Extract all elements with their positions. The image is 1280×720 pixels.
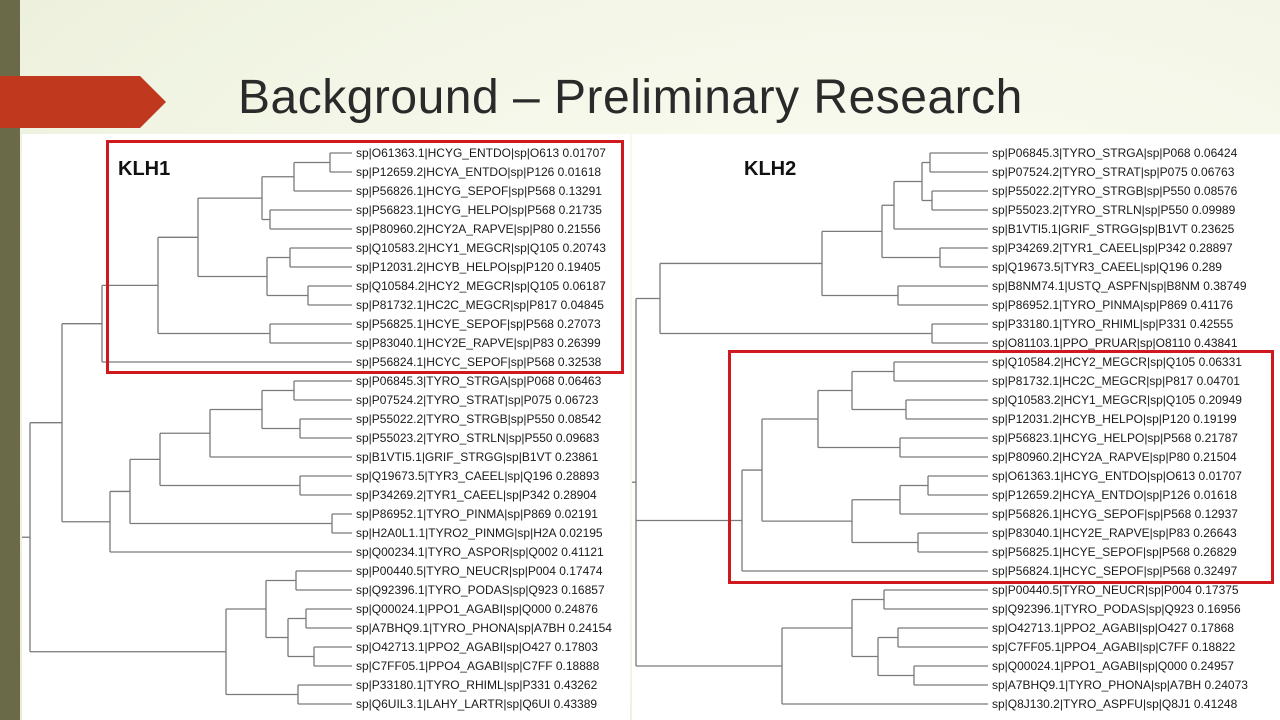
klh1-label: KLH1 (118, 158, 171, 180)
tree-leaf-label: sp|P34269.2|TYR1_CAEEL|sp|P342 0.28897 (992, 241, 1233, 255)
tree-leaf-label: sp|C7FF05.1|PPO4_AGABI|sp|C7FF 0.18888 (356, 659, 600, 673)
tree-leaf-label: sp|P56823.1|HCYG_HELPO|sp|P568 0.21787 (992, 431, 1238, 445)
tree-leaf-label: sp|O42713.1|PPO2_AGABI|sp|O427 0.17868 (992, 621, 1234, 635)
tree-leaf-label: sp|Q92396.1|TYRO_PODAS|sp|Q923 0.16956 (992, 602, 1241, 616)
tree-leaf-label: sp|P55023.2|TYRO_STRLN|sp|P550 0.09683 (356, 431, 600, 445)
tree-leaf-label: sp|P55022.2|TYRO_STRGB|sp|P550 0.08576 (992, 184, 1238, 198)
tree-leaf-label: sp|A7BHQ9.1|TYRO_PHONA|sp|A7BH 0.24073 (992, 678, 1248, 692)
tree-leaf-label: sp|B1VTI5.1|GRIF_STRGG|sp|B1VT 0.23625 (992, 222, 1235, 236)
tree-leaf-label: sp|P83040.1|HCY2E_RAPVE|sp|P83 0.26399 (356, 336, 601, 350)
tree-leaf-label: sp|O81103.1|PPO_PRUAR|sp|O8110 0.43841 (992, 336, 1238, 350)
tree-leaf-label: sp|O42713.1|PPO2_AGABI|sp|O427 0.17803 (356, 640, 598, 654)
tree-leaf-label: sp|A7BHQ9.1|TYRO_PHONA|sp|A7BH 0.24154 (356, 621, 612, 635)
tree-leaf-label: sp|O61363.1|HCYG_ENTDO|sp|O613 0.01707 (356, 146, 606, 160)
tree-leaf-label: sp|P33180.1|TYRO_RHIML|sp|P331 0.42555 (992, 317, 1234, 331)
tree-leaf-label: sp|Q10583.2|HCY1_MEGCR|sp|Q105 0.20743 (356, 241, 606, 255)
klh2-highlight-box (728, 350, 1274, 584)
tree-leaf-label: sp|Q10584.2|HCY2_MEGCR|sp|Q105 0.06331 (992, 355, 1242, 369)
tree-leaf-label: sp|P86952.1|TYRO_PINMA|sp|P869 0.41176 (992, 298, 1234, 312)
tree-leaf-label: sp|P12031.2|HCYB_HELPO|sp|P120 0.19405 (356, 260, 601, 274)
tree-leaf-label: sp|Q00024.1|PPO1_AGABI|sp|Q000 0.24957 (992, 659, 1234, 673)
tree-leaf-label: sp|Q10583.2|HCY1_MEGCR|sp|Q105 0.20949 (992, 393, 1242, 407)
tree-leaf-label: sp|Q8J130.2|TYRO_ASPFU|sp|Q8J1 0.41248 (992, 697, 1238, 711)
tree-leaf-label: sp|P55023.2|TYRO_STRLN|sp|P550 0.09989 (992, 203, 1236, 217)
tree-leaf-label: sp|Q19673.5|TYR3_CAEEL|sp|Q196 0.289 (992, 260, 1222, 274)
tree-leaf-label: sp|P86952.1|TYRO_PINMA|sp|P869 0.02191 (356, 507, 598, 521)
tree-leaf-label: sp|Q19673.5|TYR3_CAEEL|sp|Q196 0.28893 (356, 469, 600, 483)
klh1-highlight-box (106, 140, 624, 374)
tree-leaf-label: sp|P12031.2|HCYB_HELPO|sp|P120 0.19199 (992, 412, 1237, 426)
right-phylogenetic-tree-panel: sp|P06845.3|TYRO_STRGA|sp|P068 0.06424 sp… (632, 134, 1280, 720)
klh2-label: KLH2 (744, 158, 797, 180)
title-arrow-shape (0, 76, 166, 128)
slide-title: Background – Preliminary Research (238, 71, 1023, 124)
tree-leaf-label: sp|P56826.1|HCYG_SEPOF|sp|P568 0.13291 (356, 184, 602, 198)
tree-leaf-label: sp|C7FF05.1|PPO4_AGABI|sp|C7FF 0.18822 (992, 640, 1236, 654)
tree-leaf-label: sp|B1VTI5.1|GRIF_STRGG|sp|B1VT 0.23861 (356, 450, 599, 464)
tree-leaf-label: sp|Q92396.1|TYRO_PODAS|sp|Q923 0.16857 (356, 583, 605, 597)
tree-leaf-label: sp|P12659.2|HCYA_ENTDO|sp|P126 0.01618 (992, 488, 1238, 502)
tree-leaf-label: sp|P56824.1|HCYC_SEPOF|sp|P568 0.32497 (992, 564, 1238, 578)
tree-leaf-label: sp|P06845.3|TYRO_STRGA|sp|P068 0.06463 (356, 374, 602, 388)
tree-leaf-label: sp|P80960.2|HCY2A_RAPVE|sp|P80 0.21556 (356, 222, 601, 236)
tree-leaf-label: sp|P33180.1|TYRO_RHIML|sp|P331 0.43262 (356, 678, 598, 692)
tree-leaf-label: sp|P80960.2|HCY2A_RAPVE|sp|P80 0.21504 (992, 450, 1237, 464)
tree-leaf-label: sp|P07524.2|TYRO_STRAT|sp|P075 0.06763 (992, 165, 1235, 179)
left-tree-branches (22, 152, 352, 705)
tree-leaf-label: sp|O61363.1|HCYG_ENTDO|sp|O613 0.01707 (992, 469, 1242, 483)
tree-leaf-label: sp|B8NM74.1|USTQ_ASPFN|sp|B8NM 0.38749 (992, 279, 1247, 293)
left-phylogenetic-tree-panel: sp|O61363.1|HCYG_ENTDO|sp|O613 0.01707 sp… (22, 134, 630, 720)
tree-leaf-label: sp|Q00024.1|PPO1_AGABI|sp|Q000 0.24876 (356, 602, 598, 616)
tree-leaf-label: sp|P56823.1|HCYG_HELPO|sp|P568 0.21735 (356, 203, 602, 217)
left-accent-stripe (0, 0, 20, 720)
tree-leaf-label: sp|P56825.1|HCYE_SEPOF|sp|P568 0.26829 (992, 545, 1237, 559)
tree-leaf-label: sp|P55022.2|TYRO_STRGB|sp|P550 0.08542 (356, 412, 602, 426)
right-tree-branches (632, 152, 988, 705)
tree-leaf-label: sp|P00440.5|TYRO_NEUCR|sp|P004 0.17474 (356, 564, 603, 578)
tree-leaf-label: sp|P56824.1|HCYC_SEPOF|sp|P568 0.32538 (356, 355, 602, 369)
tree-leaf-label: sp|P00440.5|TYRO_NEUCR|sp|P004 0.17375 (992, 583, 1239, 597)
tree-leaf-label: sp|P34269.2|TYR1_CAEEL|sp|P342 0.28904 (356, 488, 597, 502)
tree-leaf-label: sp|P56826.1|HCYG_SEPOF|sp|P568 0.12937 (992, 507, 1238, 521)
tree-leaf-label: sp|P81732.1|HC2C_MEGCR|sp|P817 0.04701 (992, 374, 1240, 388)
tree-leaf-label: sp|P07524.2|TYRO_STRAT|sp|P075 0.06723 (356, 393, 599, 407)
tree-leaf-label: sp|P56825.1|HCYE_SEPOF|sp|P568 0.27073 (356, 317, 601, 331)
tree-leaf-label: sp|P81732.1|HC2C_MEGCR|sp|P817 0.04845 (356, 298, 604, 312)
tree-leaf-label: sp|P12659.2|HCYA_ENTDO|sp|P126 0.01618 (356, 165, 602, 179)
tree-leaf-label: sp|P06845.3|TYRO_STRGA|sp|P068 0.06424 (992, 146, 1238, 160)
tree-leaf-label: sp|Q10584.2|HCY2_MEGCR|sp|Q105 0.06187 (356, 279, 606, 293)
tree-leaf-label: sp|Q00234.1|TYRO_ASPOR|sp|Q002 0.41121 (356, 545, 604, 559)
tree-leaf-label: sp|Q6UIL3.1|LAHY_LARTR|sp|Q6UI 0.43389 (356, 697, 598, 711)
tree-leaf-label: sp|H2A0L1.1|TYRO2_PINMG|sp|H2A 0.02195 (356, 526, 603, 540)
tree-leaf-label: sp|P83040.1|HCY2E_RAPVE|sp|P83 0.26643 (992, 526, 1237, 540)
